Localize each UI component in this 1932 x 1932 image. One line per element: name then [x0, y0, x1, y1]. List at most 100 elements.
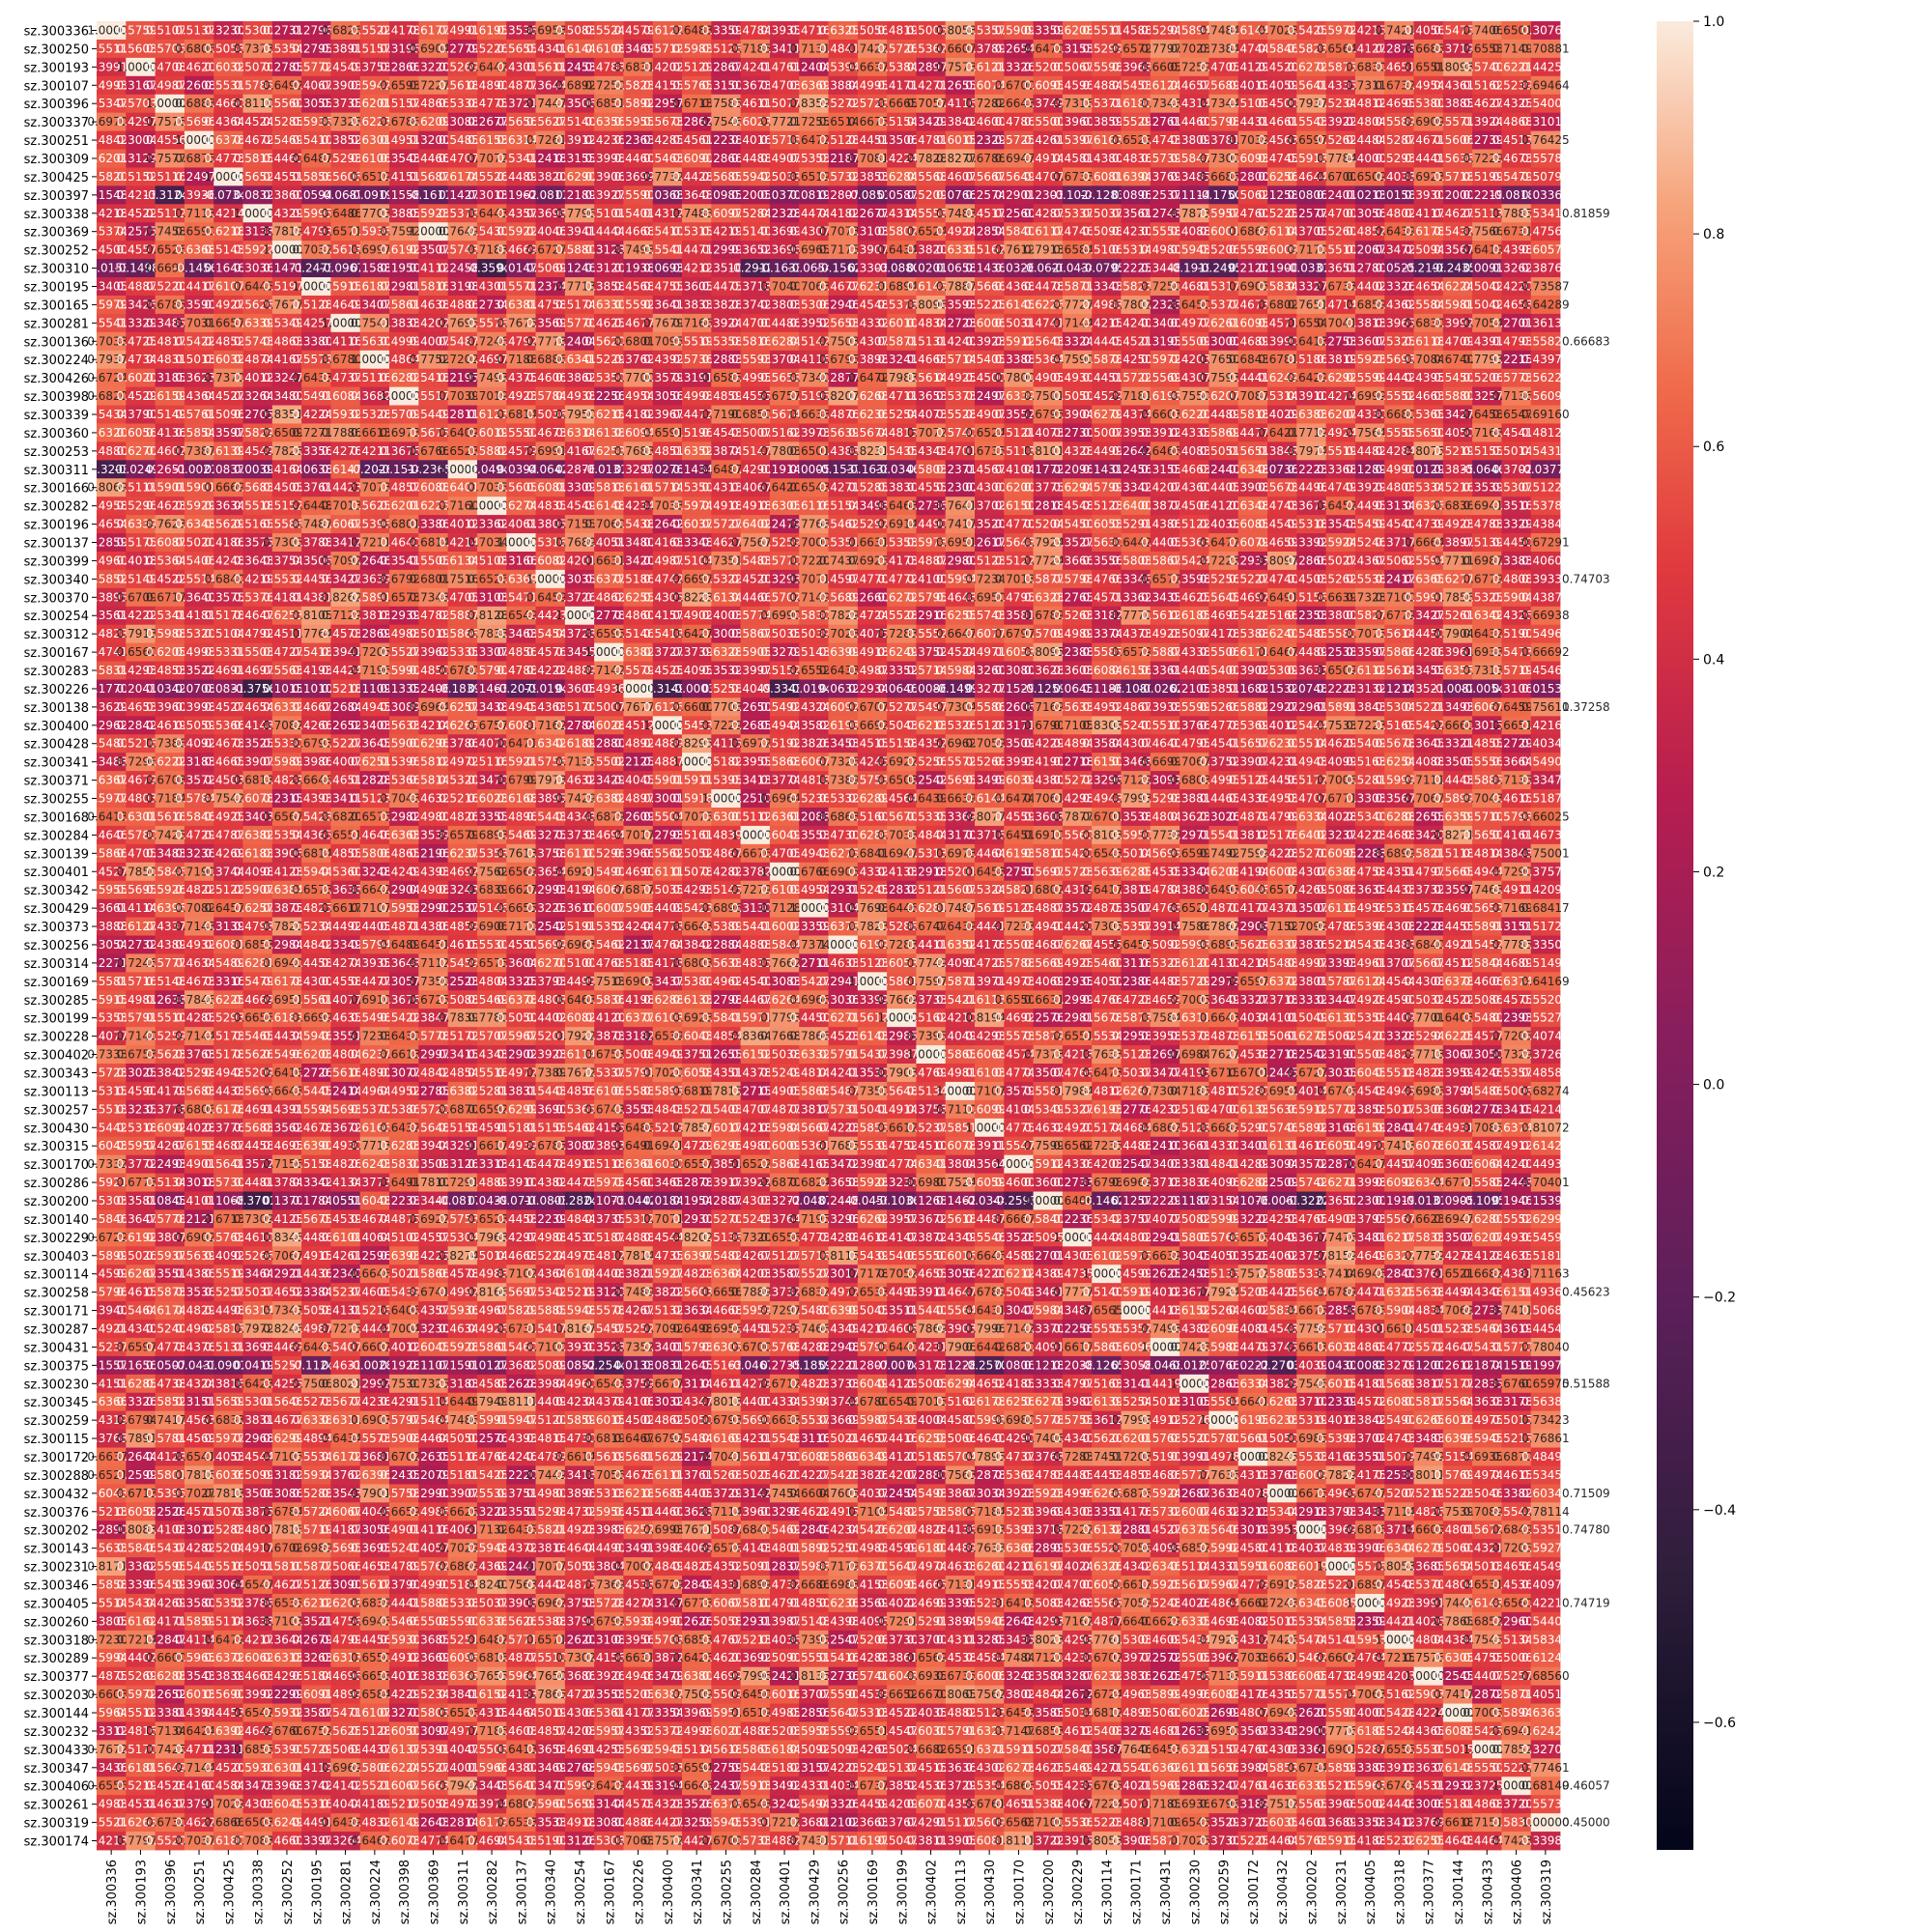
cell-value-label: 0.45889: [1112, 23, 1160, 37]
cell-value-label: 1.00000: [87, 23, 135, 37]
cell-value-label: 0.59725: [1317, 23, 1365, 37]
heatmap-cell: [271, 21, 302, 41]
heatmap-cell: [857, 21, 888, 41]
cell-value-label: 0.52946: [1141, 23, 1189, 37]
heatmap-cell: [1296, 39, 1326, 59]
cell-value-label: 0.24049: [790, 60, 838, 73]
cell-value-label: 0.27966: [292, 23, 340, 37]
heatmap-cell: [389, 39, 419, 59]
cell-value-label: 0.37890: [965, 42, 1013, 55]
heatmap-cell: [769, 57, 800, 77]
heatmap-cell: [271, 39, 302, 59]
cell-value-label: 0.53542: [263, 42, 311, 55]
heatmap-cell: [740, 57, 771, 77]
heatmap-cell: [301, 39, 331, 59]
heatmap-cell: [1267, 39, 1297, 59]
heatmap-cell: [975, 39, 1005, 59]
cell-value-label: 0.28674: [702, 60, 751, 73]
heatmap-cell: [242, 39, 273, 59]
cell-value-label: 0.73737: [234, 42, 282, 55]
cell-value-label: 0.47846: [731, 23, 780, 37]
cell-value-label: 0.43844: [1521, 518, 1570, 531]
cell-value-label: 0.58233: [1288, 42, 1336, 55]
cell-value-label: 0.56091: [1521, 389, 1570, 403]
cell-value-label: 0.51295: [672, 60, 721, 73]
heatmap-cell: [1354, 21, 1385, 41]
heatmap-cell: [330, 57, 361, 77]
cell-value-label: 0.66938: [1521, 609, 1570, 622]
cell-value-label: 0.32308: [205, 23, 253, 37]
cell-value-label: 0.68317: [614, 60, 663, 73]
heatmap-cell: [594, 39, 624, 59]
heatmap-cell: [476, 39, 507, 59]
cell-value-label: 0.45496: [322, 60, 370, 73]
cell-value-label: 0.34115: [760, 42, 809, 55]
heatmap-cell: [652, 21, 683, 41]
cell-value-label: 0.40600: [1521, 554, 1570, 567]
heatmap-cell: [213, 57, 243, 77]
heatmap-cell: [1501, 21, 1532, 41]
cell-value-label: 0.01536: [1521, 682, 1570, 696]
heatmap-cell: [682, 21, 712, 41]
cell-value-label: 0.58947: [1170, 23, 1218, 37]
cell-value-label: 0.03365: [1521, 188, 1570, 202]
heatmap-cell: [857, 39, 888, 59]
cell-value-label: 0.40344: [1521, 737, 1570, 751]
cell-value-label: 0.58466: [1258, 42, 1306, 55]
cell-value-label: 0.64289: [1521, 298, 1570, 311]
heatmap-cell: [1004, 21, 1034, 41]
heatmap-cell: [652, 39, 683, 59]
cell-value-label: 0.28662: [380, 60, 428, 73]
heatmap-cell: [97, 39, 127, 59]
cell-value-label: 0.33472: [1521, 774, 1570, 787]
cell-value-label: 0.56553: [497, 42, 546, 55]
heatmap-cell: [447, 39, 478, 59]
heatmap-cell: [1004, 39, 1034, 59]
cell-value-label: 0.44256: [1521, 60, 1570, 73]
cell-value-label: 0.71313: [790, 42, 838, 55]
cell-value-label: 0.37576: [1521, 865, 1570, 878]
cell-value-label: 0.57122: [643, 42, 692, 55]
cell-value-label: 0.60325: [205, 60, 253, 73]
heatmap-cell: [1092, 21, 1122, 41]
cell-value-label: 0.36138: [1521, 316, 1570, 329]
heatmap-cell: [740, 39, 771, 59]
heatmap-cell: [359, 21, 390, 41]
cell-value-label: 0.61229: [643, 23, 692, 37]
cell-value-label: 0.54005: [1521, 97, 1570, 110]
cell-value-label: 0.62088: [1053, 23, 1101, 37]
cell-value-label: 0.38912: [322, 42, 370, 55]
heatmap-cell: [1413, 39, 1444, 59]
heatmap-cell: [301, 21, 331, 41]
cell-value-label: 0.74217: [1376, 23, 1424, 37]
cell-value-label: 0.45790: [614, 23, 663, 37]
cell-value-label: 0.68062: [175, 42, 223, 55]
heatmap-cell: [97, 21, 127, 41]
heatmap-cell: [476, 57, 507, 77]
cell-value-label: 0.61441: [555, 42, 604, 55]
cell-value-label: 0.56113: [526, 60, 575, 73]
heatmap-cell: [1354, 39, 1385, 59]
heatmap-cell: [506, 57, 536, 77]
cell-value-label: 0.57268: [877, 42, 925, 55]
heatmap-cell: [301, 57, 331, 77]
cell-value-label: 0.31963: [380, 42, 428, 55]
cell-value-label: 0.51229: [1521, 481, 1570, 495]
heatmap-cell: [447, 21, 478, 41]
cell-value-label: 0.47613: [760, 60, 809, 73]
cell-value-label: 0.55224: [351, 23, 399, 37]
heatmap-cell: [711, 21, 741, 41]
heatmap-cell: [799, 57, 829, 77]
heatmap-cell: [184, 57, 214, 77]
cell-value-label: 0.65723: [1112, 42, 1160, 55]
heatmap-cell: [1472, 39, 1502, 59]
cell-value-label: 0.56227: [1521, 371, 1570, 384]
cell-value-label: 0.55785: [1521, 152, 1570, 165]
heatmap-cell: [1092, 39, 1122, 59]
cell-value-label: 0.68417: [1521, 901, 1570, 915]
heatmap-cell: [945, 39, 976, 59]
cell-value-label: 0.38767: [1521, 262, 1570, 275]
cell-value-label: 0.74224: [848, 42, 896, 55]
heatmap-cell: [799, 21, 829, 41]
